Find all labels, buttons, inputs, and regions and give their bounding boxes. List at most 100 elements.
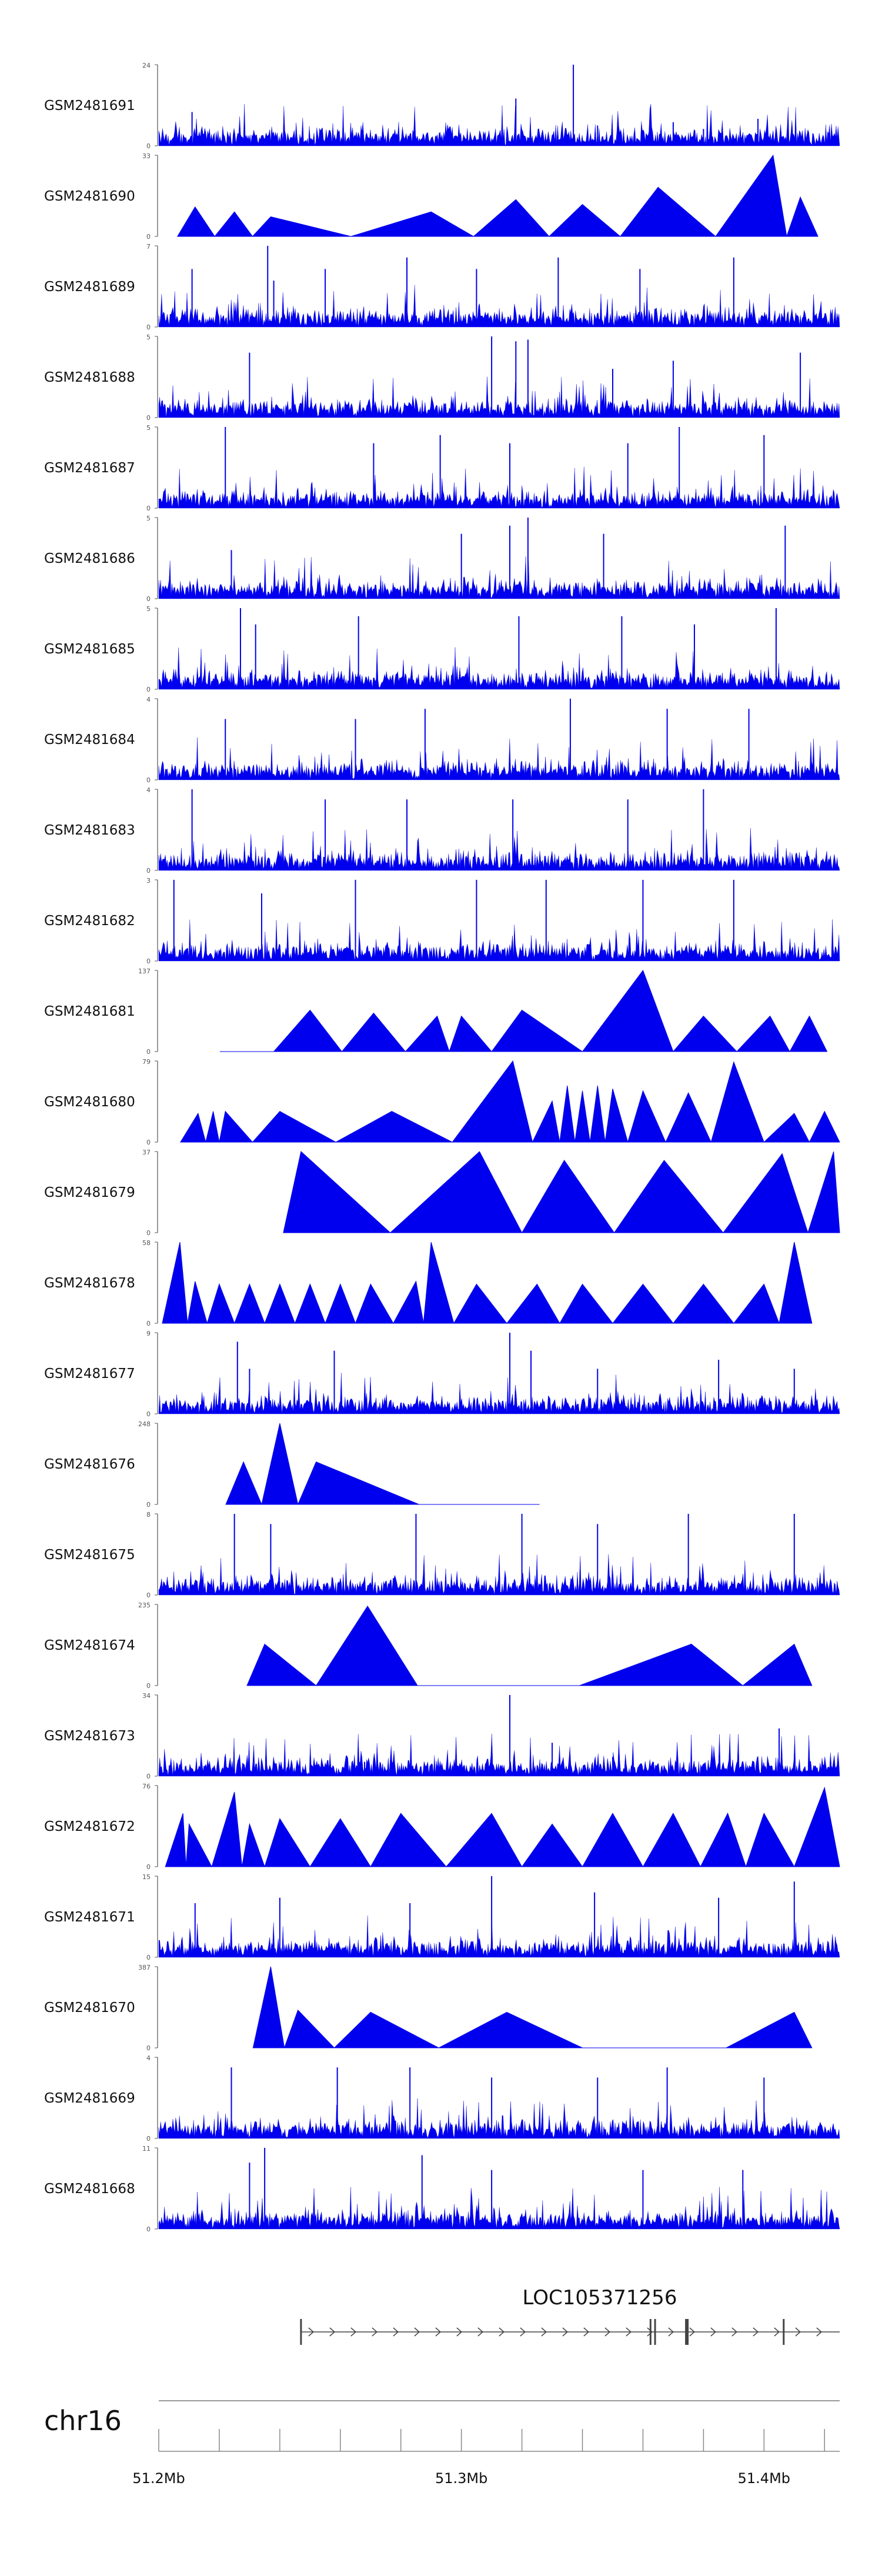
track-ymin-label: 0 xyxy=(146,2135,151,2143)
track-ymax-label: 4 xyxy=(146,2054,151,2062)
track-GSM2481690: GSM2481690 33 0 xyxy=(44,152,818,241)
track-GSM2481672: GSM2481672 76 0 xyxy=(44,1783,840,1871)
track-ymin-label: 0 xyxy=(146,957,151,965)
track-signal xyxy=(176,154,818,237)
track-ymax-label: 248 xyxy=(138,1420,151,1428)
track-signal xyxy=(158,1734,840,1777)
axis-ticks: 51.2Mb 51.3Mb 51.4Mb xyxy=(132,2429,840,2487)
genome-axis-track: chr16 51.2Mb 51.3Mb 51.4Mb xyxy=(44,2400,840,2487)
strand-arrow xyxy=(795,2327,801,2337)
gene-exon xyxy=(300,2319,302,2345)
strand-arrow xyxy=(731,2327,738,2337)
track-GSM2481689: GSM2481689 7 0 xyxy=(44,243,840,331)
strand-arrow xyxy=(414,2327,420,2337)
strand-arrow xyxy=(393,2327,399,2337)
track-label: GSM2481676 xyxy=(44,1457,135,1472)
track-ymax-label: 8 xyxy=(146,1511,151,1519)
track-label: GSM2481674 xyxy=(44,1638,135,1653)
track-label: GSM2481671 xyxy=(44,1910,135,1925)
track-ymin-label: 0 xyxy=(146,776,151,784)
track-ymax-label: 24 xyxy=(142,62,151,69)
track-signal xyxy=(158,556,840,599)
axis-tick-label: 51.4Mb xyxy=(738,2470,790,2487)
strand-arrow xyxy=(816,2327,823,2337)
track-ymax-label: 76 xyxy=(142,1783,151,1790)
track-label: GSM2481668 xyxy=(44,2181,135,2197)
track-signal xyxy=(158,1554,840,1596)
track-signal xyxy=(158,2187,840,2230)
track-ymin-label: 0 xyxy=(146,1139,151,1146)
track-signal xyxy=(158,919,840,962)
strand-arrow xyxy=(689,2327,696,2337)
track-ymax-label: 137 xyxy=(138,967,151,975)
track-label: GSM2481679 xyxy=(44,1185,135,1200)
gene-exon xyxy=(649,2319,652,2345)
track-ymax-label: 79 xyxy=(142,1058,151,1066)
track-GSM2481678: GSM2481678 58 0 xyxy=(44,1239,813,1327)
track-ymax-label: 33 xyxy=(142,152,151,160)
track-signal xyxy=(225,1423,540,1505)
track-GSM2481677: GSM2481677 9 0 xyxy=(44,1330,840,1418)
track-GSM2481676: GSM2481676 248 0 xyxy=(44,1420,540,1509)
track-signal xyxy=(158,285,840,328)
track-label: GSM2481691 xyxy=(44,98,135,114)
track-signal xyxy=(219,969,828,1052)
track-ymin-label: 0 xyxy=(146,1863,151,1871)
strand-arrow xyxy=(604,2327,611,2337)
track-label: GSM2481673 xyxy=(44,1729,135,1744)
track-signal xyxy=(180,1060,840,1143)
track-ymin-label: 0 xyxy=(146,1591,151,1599)
strand-arrow xyxy=(456,2327,463,2337)
track-signal xyxy=(252,1966,813,2048)
track-GSM2481679: GSM2481679 37 0 xyxy=(44,1149,840,1237)
track-signal xyxy=(158,1916,840,1958)
track-signal xyxy=(158,647,840,690)
track-ymin-label: 0 xyxy=(146,2044,151,2052)
track-label: GSM2481678 xyxy=(44,1276,135,1291)
track-signal xyxy=(158,737,840,780)
track-ymax-label: 4 xyxy=(146,786,151,794)
strand-arrow xyxy=(541,2327,547,2337)
track-GSM2481668: GSM2481668 11 0 xyxy=(44,2145,840,2233)
track-GSM2481671: GSM2481671 15 0 xyxy=(44,1873,840,1961)
gene-exon xyxy=(685,2319,689,2345)
strand-arrow xyxy=(520,2327,526,2337)
track-label: GSM2481685 xyxy=(44,642,135,657)
track-GSM2481674: GSM2481674 235 0 xyxy=(44,1601,813,1690)
track-ymax-label: 5 xyxy=(146,333,151,341)
track-ymin-label: 0 xyxy=(146,686,151,693)
track-ymin-label: 0 xyxy=(146,2225,151,2233)
track-ymax-label: 5 xyxy=(146,424,151,432)
track-GSM2481686: GSM2481686 5 0 xyxy=(44,515,840,603)
track-signal xyxy=(158,2098,840,2139)
track-ymin-label: 0 xyxy=(146,1048,151,1056)
track-ymax-label: 9 xyxy=(146,1330,151,1337)
chromosome-label: chr16 xyxy=(44,2405,122,2437)
track-ymax-label: 58 xyxy=(142,1239,151,1247)
track-ymax-label: 11 xyxy=(142,2145,151,2153)
track-ymin-label: 0 xyxy=(146,1410,151,1418)
track-GSM2481684: GSM2481684 4 0 xyxy=(44,696,840,784)
track-ymin-label: 0 xyxy=(146,1501,151,1509)
track-signal xyxy=(162,1242,813,1324)
track-ymax-label: 3 xyxy=(146,877,151,885)
track-ymax-label: 5 xyxy=(146,605,151,613)
track-GSM2481670: GSM2481670 387 0 xyxy=(44,1964,813,2052)
track-ymin-label: 0 xyxy=(146,1954,151,1961)
strand-arrow xyxy=(710,2327,717,2337)
track-ymin-label: 0 xyxy=(146,1320,151,1327)
track-GSM2481675: GSM2481675 8 0 xyxy=(44,1511,840,1599)
track-GSM2481687: GSM2481687 5 0 xyxy=(44,424,840,512)
track-signal xyxy=(158,828,840,871)
track-GSM2481683: GSM2481683 4 0 xyxy=(44,786,840,875)
strand-arrow xyxy=(753,2327,759,2337)
strand-arrow xyxy=(583,2327,590,2337)
track-ymin-label: 0 xyxy=(146,142,151,150)
gene-annotation-track: LOC105371256 xyxy=(300,2286,840,2345)
track-label: GSM2481677 xyxy=(44,1366,135,1382)
strand-arrow xyxy=(668,2327,674,2337)
track-label: GSM2481688 xyxy=(44,370,135,385)
track-label: GSM2481672 xyxy=(44,1819,135,1834)
track-ymin-label: 0 xyxy=(146,505,151,512)
